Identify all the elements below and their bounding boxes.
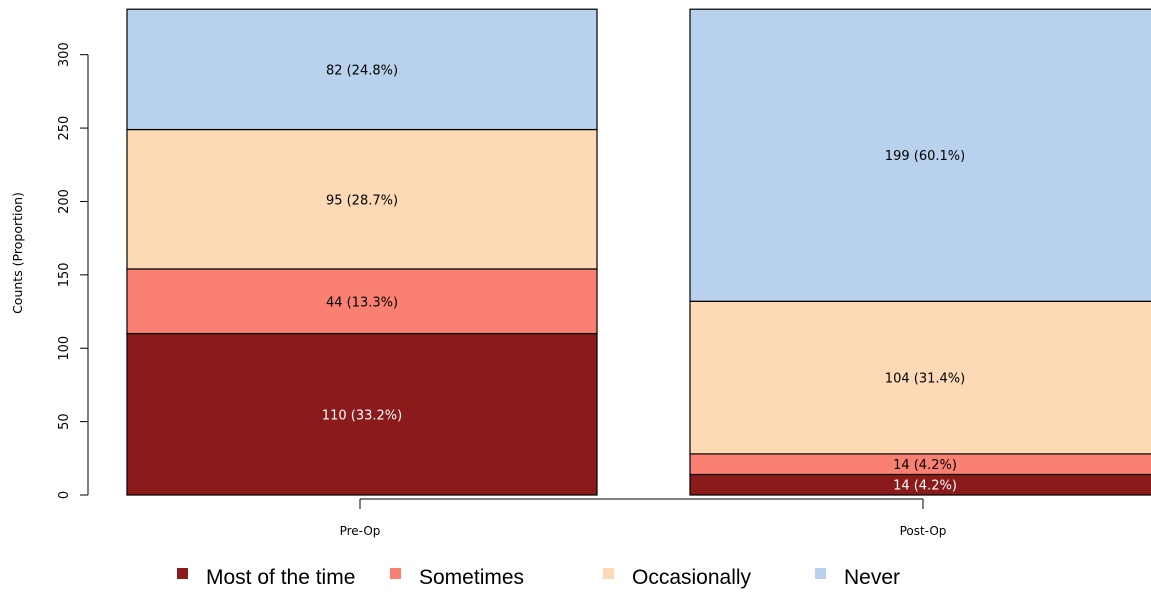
legend-label: Most of the time xyxy=(206,566,355,589)
legend-label: Sometimes xyxy=(419,566,524,589)
bar-segment-post-op-occasionally xyxy=(689,300,1151,455)
y-axis: 0 50 100 150 200 250 300 xyxy=(57,42,89,499)
legend-label: Occasionally xyxy=(632,566,752,589)
legend: Most of the time Sometimes Occasionally Nev… xyxy=(177,566,900,589)
data-label: 44 (13.3%) xyxy=(326,295,398,310)
legend-label: Never xyxy=(844,566,900,589)
x-tick-label: Pre-Op xyxy=(340,524,381,538)
bar-segment-pre-op-sometimes xyxy=(126,268,598,335)
y-tick-label: 0 xyxy=(57,491,72,499)
legend-swatch xyxy=(603,568,614,579)
legend-item: Most of the time xyxy=(177,566,355,589)
y-tick-label: 250 xyxy=(57,116,72,141)
data-label: 95 (28.7%) xyxy=(326,193,398,208)
legend-item: Sometimes xyxy=(390,566,524,589)
legend-swatch xyxy=(815,568,826,579)
y-tick-label: 300 xyxy=(57,42,72,67)
bar-segment-post-op-never xyxy=(689,8,1151,302)
y-tick-label: 200 xyxy=(57,189,72,214)
data-labels-layer: 110 (33.2%) 44 (13.3%) 95 (28.7%) 82 (24.8%… xyxy=(322,63,965,493)
data-label: 199 (60.1%) xyxy=(885,149,965,164)
bar-segment-pre-op-never xyxy=(126,8,598,131)
legend-item: Occasionally xyxy=(603,566,752,589)
y-tick-label: 100 xyxy=(57,336,72,361)
legend-swatch xyxy=(390,568,401,579)
data-label: 110 (33.2%) xyxy=(322,408,402,423)
x-axis: Pre-Op Post-Op xyxy=(340,498,947,538)
y-axis-label: Counts (Proportion) xyxy=(10,192,25,314)
bar-segment-pre-op-most-of-the-time xyxy=(126,332,598,496)
data-label: 104 (31.4%) xyxy=(885,372,965,387)
data-label: 14 (4.2%) xyxy=(893,458,957,473)
data-label: 14 (4.2%) xyxy=(893,479,957,494)
legend-swatch xyxy=(177,568,188,579)
x-tick-label: Post-Op xyxy=(900,524,947,538)
data-label: 82 (24.8%) xyxy=(326,63,398,78)
y-tick-label: 150 xyxy=(57,262,72,287)
bars-layer xyxy=(126,8,1151,496)
y-tick-label: 50 xyxy=(57,413,72,430)
legend-item: Never xyxy=(815,566,900,589)
